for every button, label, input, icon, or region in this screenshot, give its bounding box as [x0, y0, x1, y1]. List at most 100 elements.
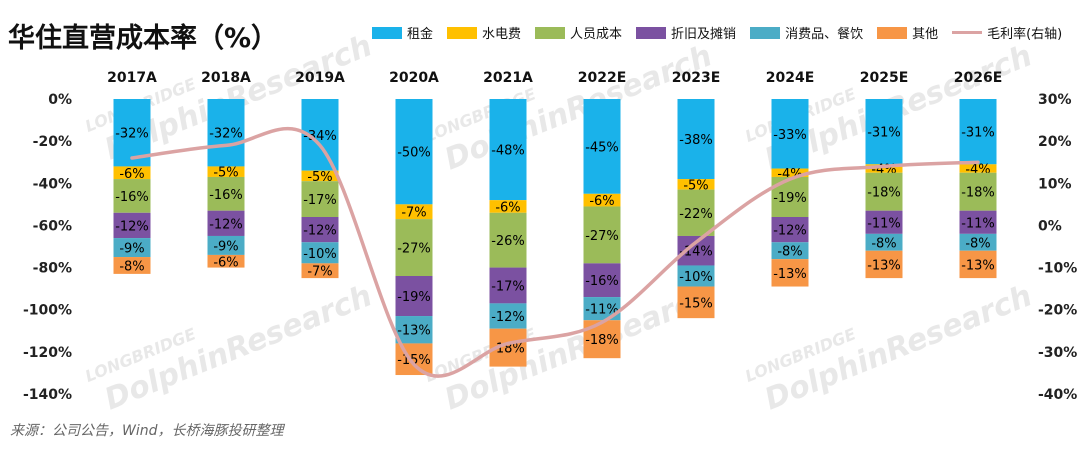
data-label-depreciation: -12% — [773, 224, 807, 239]
bar-segment-consumables — [959, 233, 997, 251]
bar-segment-depreciation — [771, 217, 809, 243]
y-right-tick-label: -20% — [1038, 303, 1077, 319]
bar-segment-rent — [865, 99, 903, 165]
category-label: 2018A — [201, 70, 251, 86]
bar-segment-depreciation — [113, 212, 151, 239]
y-right-tick-label: 30% — [1038, 92, 1072, 108]
data-label-consumables: -8% — [777, 245, 802, 260]
bar-segment-labor — [583, 206, 621, 264]
legend-label-consumables: 消费品、餐饮 — [785, 27, 864, 42]
bar-segment-utilities — [583, 193, 621, 207]
data-label-labor: -16% — [209, 188, 243, 203]
data-label-other: -6% — [213, 255, 238, 270]
data-label-consumables: -8% — [871, 236, 896, 251]
category-label: 2025E — [860, 70, 909, 86]
data-label-other: -7% — [307, 265, 332, 280]
bar-segment-labor — [113, 179, 151, 213]
data-label-other: -18% — [585, 333, 619, 348]
bar-segment-consumables — [301, 242, 339, 264]
data-label-depreciation: -11% — [961, 216, 995, 231]
data-label-rent: -45% — [585, 140, 619, 155]
legend-label-other: 其他 — [912, 27, 939, 42]
bar-segment-other — [677, 286, 715, 319]
bar-segment-other — [207, 254, 245, 268]
bar-segment-utilities — [771, 168, 809, 177]
category-label: 2017A — [107, 70, 157, 86]
legend-item-rent: 租金 — [372, 23, 433, 42]
legend-label-utilities: 水电费 — [482, 27, 522, 42]
category-label: 2021A — [483, 70, 533, 86]
bar-segment-labor — [959, 172, 997, 211]
bar-segment-rent — [771, 99, 809, 169]
bar-segment-consumables — [113, 238, 151, 258]
series-line-gross_margin — [130, 126, 980, 378]
bar-segment-utilities — [959, 164, 997, 173]
bar-segment-consumables — [207, 235, 245, 255]
data-label-other: -8% — [119, 259, 144, 274]
bar-segment-consumables — [771, 242, 809, 260]
category-label: 2024E — [766, 70, 815, 86]
bar-segment-labor — [677, 189, 715, 236]
data-label-rent: -34% — [303, 129, 337, 144]
bar-segment-depreciation — [865, 210, 903, 234]
legend: 租金 水电费 人员成本 折旧及摊销 消费品、餐饮 其他 毛利率(右轴) — [372, 23, 1076, 42]
data-label-other: -15% — [397, 353, 431, 368]
data-label-labor: -16% — [115, 190, 149, 205]
data-label-consumables: -9% — [213, 239, 238, 254]
bar-segment-other — [959, 250, 997, 279]
y-right-tick-label: -10% — [1038, 261, 1077, 277]
data-label-consumables: -10% — [303, 247, 337, 262]
data-label-other: -15% — [679, 296, 713, 311]
data-label-consumables: -12% — [491, 310, 525, 325]
data-label-labor: -19% — [773, 191, 807, 206]
y-left-tick-label: -120% — [23, 345, 72, 361]
y-left-tick-label: -20% — [33, 134, 72, 150]
data-label-utilities: -5% — [213, 166, 238, 181]
y-left-tick-label: -140% — [23, 387, 72, 403]
data-label-utilities: -6% — [589, 194, 614, 209]
data-label-consumables: -9% — [119, 242, 144, 257]
data-label-rent: -38% — [679, 133, 713, 148]
y-left-tick-label: 0% — [48, 92, 72, 108]
legend-label-labor: 人员成本 — [570, 27, 623, 42]
legend-label-gross_margin: 毛利率(右轴) — [987, 27, 1063, 42]
bar-segment-rent — [489, 99, 527, 201]
data-label-rent: -32% — [115, 127, 149, 142]
legend-swatch-depreciation — [636, 26, 667, 39]
bar-segment-labor — [489, 212, 527, 268]
bar-segment-consumables — [489, 303, 527, 329]
y-right-tick-label: 0% — [1038, 218, 1062, 234]
y-left-tick-label: -100% — [23, 303, 72, 319]
data-label-rent: -50% — [397, 146, 431, 161]
bar-segment-utilities — [113, 166, 151, 180]
bar-segment-rent — [677, 99, 715, 180]
data-label-depreciation: -12% — [115, 219, 149, 234]
bar-segment-other — [113, 257, 151, 274]
bar-segment-labor — [301, 181, 339, 217]
y-right-tick-label: 10% — [1038, 176, 1072, 192]
category-label: 2026E — [954, 70, 1003, 86]
data-label-utilities: -6% — [495, 200, 520, 215]
legend-swatch-gross_margin — [952, 31, 983, 34]
y-right-tick-label: 20% — [1038, 134, 1072, 150]
data-label-other: -13% — [773, 267, 807, 282]
bar-segment-utilities — [865, 164, 903, 173]
chart-title: 华住直营成本率（%） — [8, 23, 279, 54]
data-label-labor: -26% — [491, 234, 525, 249]
data-label-consumables: -11% — [585, 303, 619, 318]
y-left-tick-label: -40% — [33, 176, 72, 192]
data-label-depreciation: -12% — [209, 217, 243, 232]
bar-segment-depreciation — [959, 210, 997, 234]
data-label-utilities: -5% — [683, 178, 708, 193]
data-label-labor: -18% — [867, 186, 901, 201]
bar-segment-utilities — [207, 166, 245, 177]
legend-swatch-consumables — [750, 26, 781, 39]
bar-segment-depreciation — [207, 210, 245, 236]
legend-swatch-other — [877, 26, 908, 39]
bar-segment-rent — [583, 99, 621, 194]
data-label-utilities: -6% — [119, 167, 144, 182]
data-label-depreciation: -19% — [397, 290, 431, 305]
data-label-consumables: -8% — [965, 236, 990, 251]
data-label-utilities: -7% — [401, 206, 426, 221]
